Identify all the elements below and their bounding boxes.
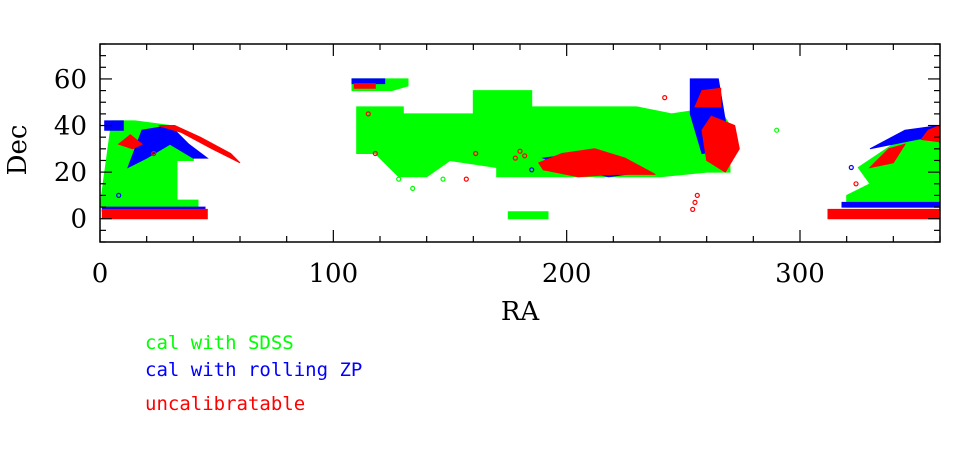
- region-uncalibratable-7: [827, 208, 941, 220]
- y-tick-label-20: 20: [54, 158, 87, 188]
- region-uncalibratable-1: [158, 125, 241, 164]
- region-uncalibratable-6: [701, 115, 740, 173]
- region-cal-with-sdss-3: [507, 211, 549, 220]
- scatter-point-14: [529, 167, 535, 173]
- scatter-point-17: [692, 199, 698, 205]
- region-uncalibratable-0: [101, 208, 208, 220]
- scatter-point-12: [512, 155, 518, 161]
- region-cal-with-rolling-zp-1: [127, 124, 209, 169]
- scatter-point-19: [774, 127, 780, 133]
- scatter-point-1: [116, 192, 122, 198]
- scatter-point-20: [853, 181, 859, 187]
- scatter-point-7: [410, 185, 416, 191]
- legend-item-sdss: cal with SDSS: [145, 332, 294, 354]
- scatter-point-6: [403, 169, 409, 175]
- axis-tick-labels: 0 100 200 300 0 20 40 60: [54, 65, 825, 289]
- y-tick-label-40: 40: [54, 112, 87, 142]
- scatter-point-13: [522, 153, 528, 159]
- region-cal-with-rolling-zp-3: [351, 78, 386, 85]
- scatter-point-10: [473, 150, 479, 157]
- scatter-point-0: [151, 150, 157, 157]
- legend-item-rolling-zp: cal with rolling ZP: [145, 359, 363, 381]
- x-tick-label-100: 100: [309, 259, 359, 289]
- scatter-point-16: [690, 206, 696, 212]
- scatter-point-11: [517, 148, 523, 154]
- scatter-point-15: [662, 94, 668, 101]
- scatter-point-9: [463, 176, 469, 182]
- region-uncalibratable-2: [117, 134, 143, 150]
- scatter-point-3: [365, 111, 371, 117]
- region-cal-with-rolling-zp-0: [104, 120, 124, 131]
- scatter-point-4: [372, 150, 378, 157]
- region-uncalibratable-3: [353, 83, 376, 89]
- x-tick-label-200: 200: [542, 259, 592, 289]
- y-tick-label-60: 60: [54, 65, 87, 95]
- region-uncalibratable-4: [537, 148, 656, 178]
- x-tick-label-300: 300: [775, 259, 825, 289]
- scatter-point-18: [694, 192, 700, 198]
- y-tick-label-0: 0: [70, 205, 87, 235]
- scatter-point-8: [440, 176, 446, 182]
- x-axis-label: RA: [501, 297, 541, 327]
- region-cal-with-sdss-4: [846, 134, 941, 208]
- scatter-point-5: [396, 176, 402, 182]
- axis-ticks: [99, 43, 941, 243]
- scatter-point-2: [123, 188, 129, 194]
- scatter-point-21: [848, 164, 854, 171]
- region-cal-with-rolling-zp-7: [841, 201, 941, 208]
- scatter-points: [116, 94, 859, 212]
- x-tick-label-0: 0: [92, 259, 109, 289]
- legend-item-uncalibratable: uncalibratable: [145, 393, 306, 415]
- region-uncalibratable-8: [868, 143, 907, 169]
- region-uncalibratable-5: [694, 87, 722, 108]
- y-axis-label: Dec: [3, 125, 33, 176]
